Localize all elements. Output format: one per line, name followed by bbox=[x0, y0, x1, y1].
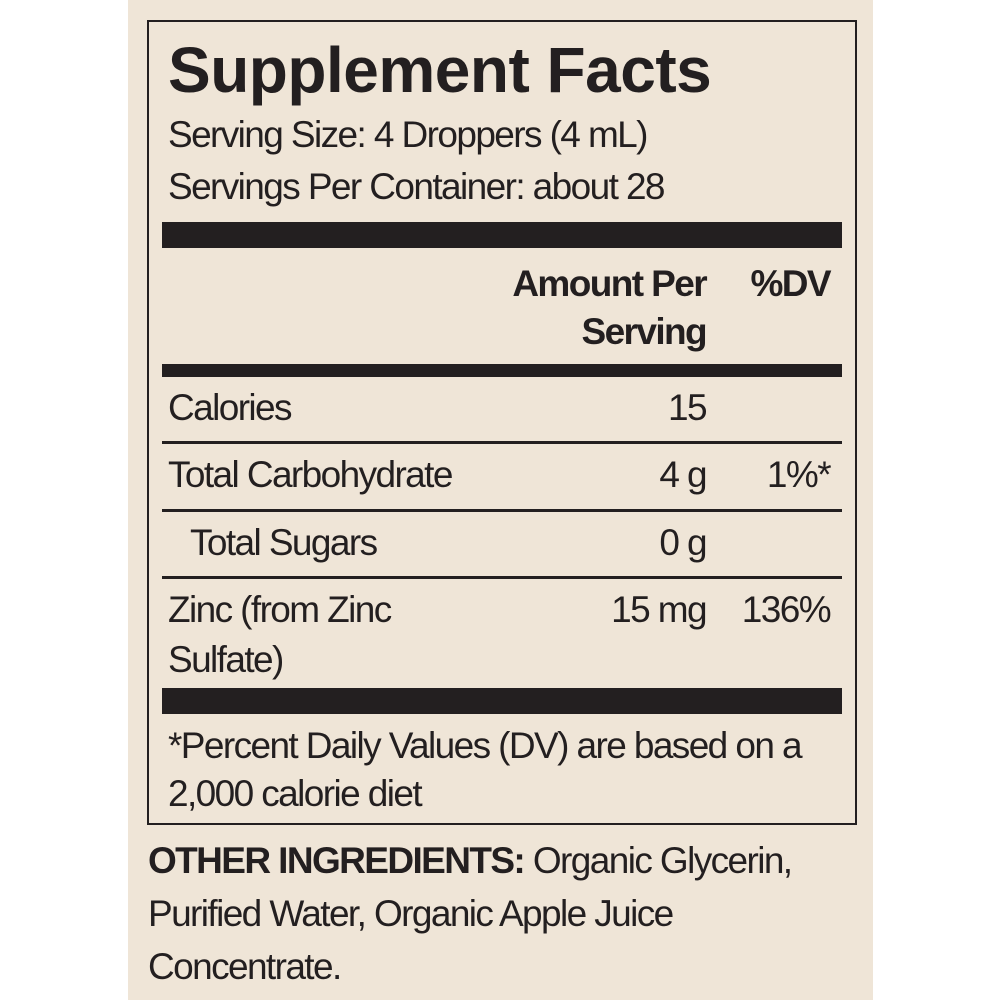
row-name: Zinc (from Zinc Sulfate) bbox=[168, 589, 392, 680]
thick-rule bbox=[162, 222, 842, 248]
title: Supplement Facts bbox=[168, 34, 712, 106]
row-dv: 136% bbox=[741, 589, 832, 630]
thick-rule bbox=[162, 688, 842, 714]
row-amount: 0 g bbox=[659, 522, 707, 563]
label-panel bbox=[128, 0, 873, 1000]
medium-rule bbox=[162, 364, 842, 377]
serving-size: Serving Size: 4 Droppers (4 mL) bbox=[168, 114, 648, 155]
header-dv: %DV bbox=[750, 263, 832, 304]
other-ingredients: OTHER INGREDIENTS: Organic Glycerin, Pur… bbox=[148, 834, 848, 993]
row-rule bbox=[162, 576, 842, 579]
row-amount: 15 bbox=[668, 387, 708, 428]
row-rule bbox=[162, 441, 842, 444]
row-amount: 15 mg bbox=[611, 589, 707, 630]
row-dv: 1%* bbox=[766, 454, 832, 495]
row-name: Total Carbohydrate bbox=[168, 454, 453, 495]
header-amount: Amount Per Serving bbox=[512, 263, 707, 352]
row-amount: 4 g bbox=[659, 454, 707, 495]
ingredients-label: OTHER INGREDIENTS: bbox=[148, 840, 526, 881]
servings-per-container: Servings Per Container: about 28 bbox=[168, 166, 666, 207]
footnote: *Percent Daily Values (DV) are based on … bbox=[168, 725, 803, 814]
row-rule bbox=[162, 509, 842, 512]
row-name: Calories bbox=[168, 387, 293, 428]
row-name: Total Sugars bbox=[190, 522, 378, 563]
facts-box bbox=[147, 20, 857, 825]
ingredients-text: Organic Glycerin, Purified Water, Organi… bbox=[148, 840, 793, 987]
